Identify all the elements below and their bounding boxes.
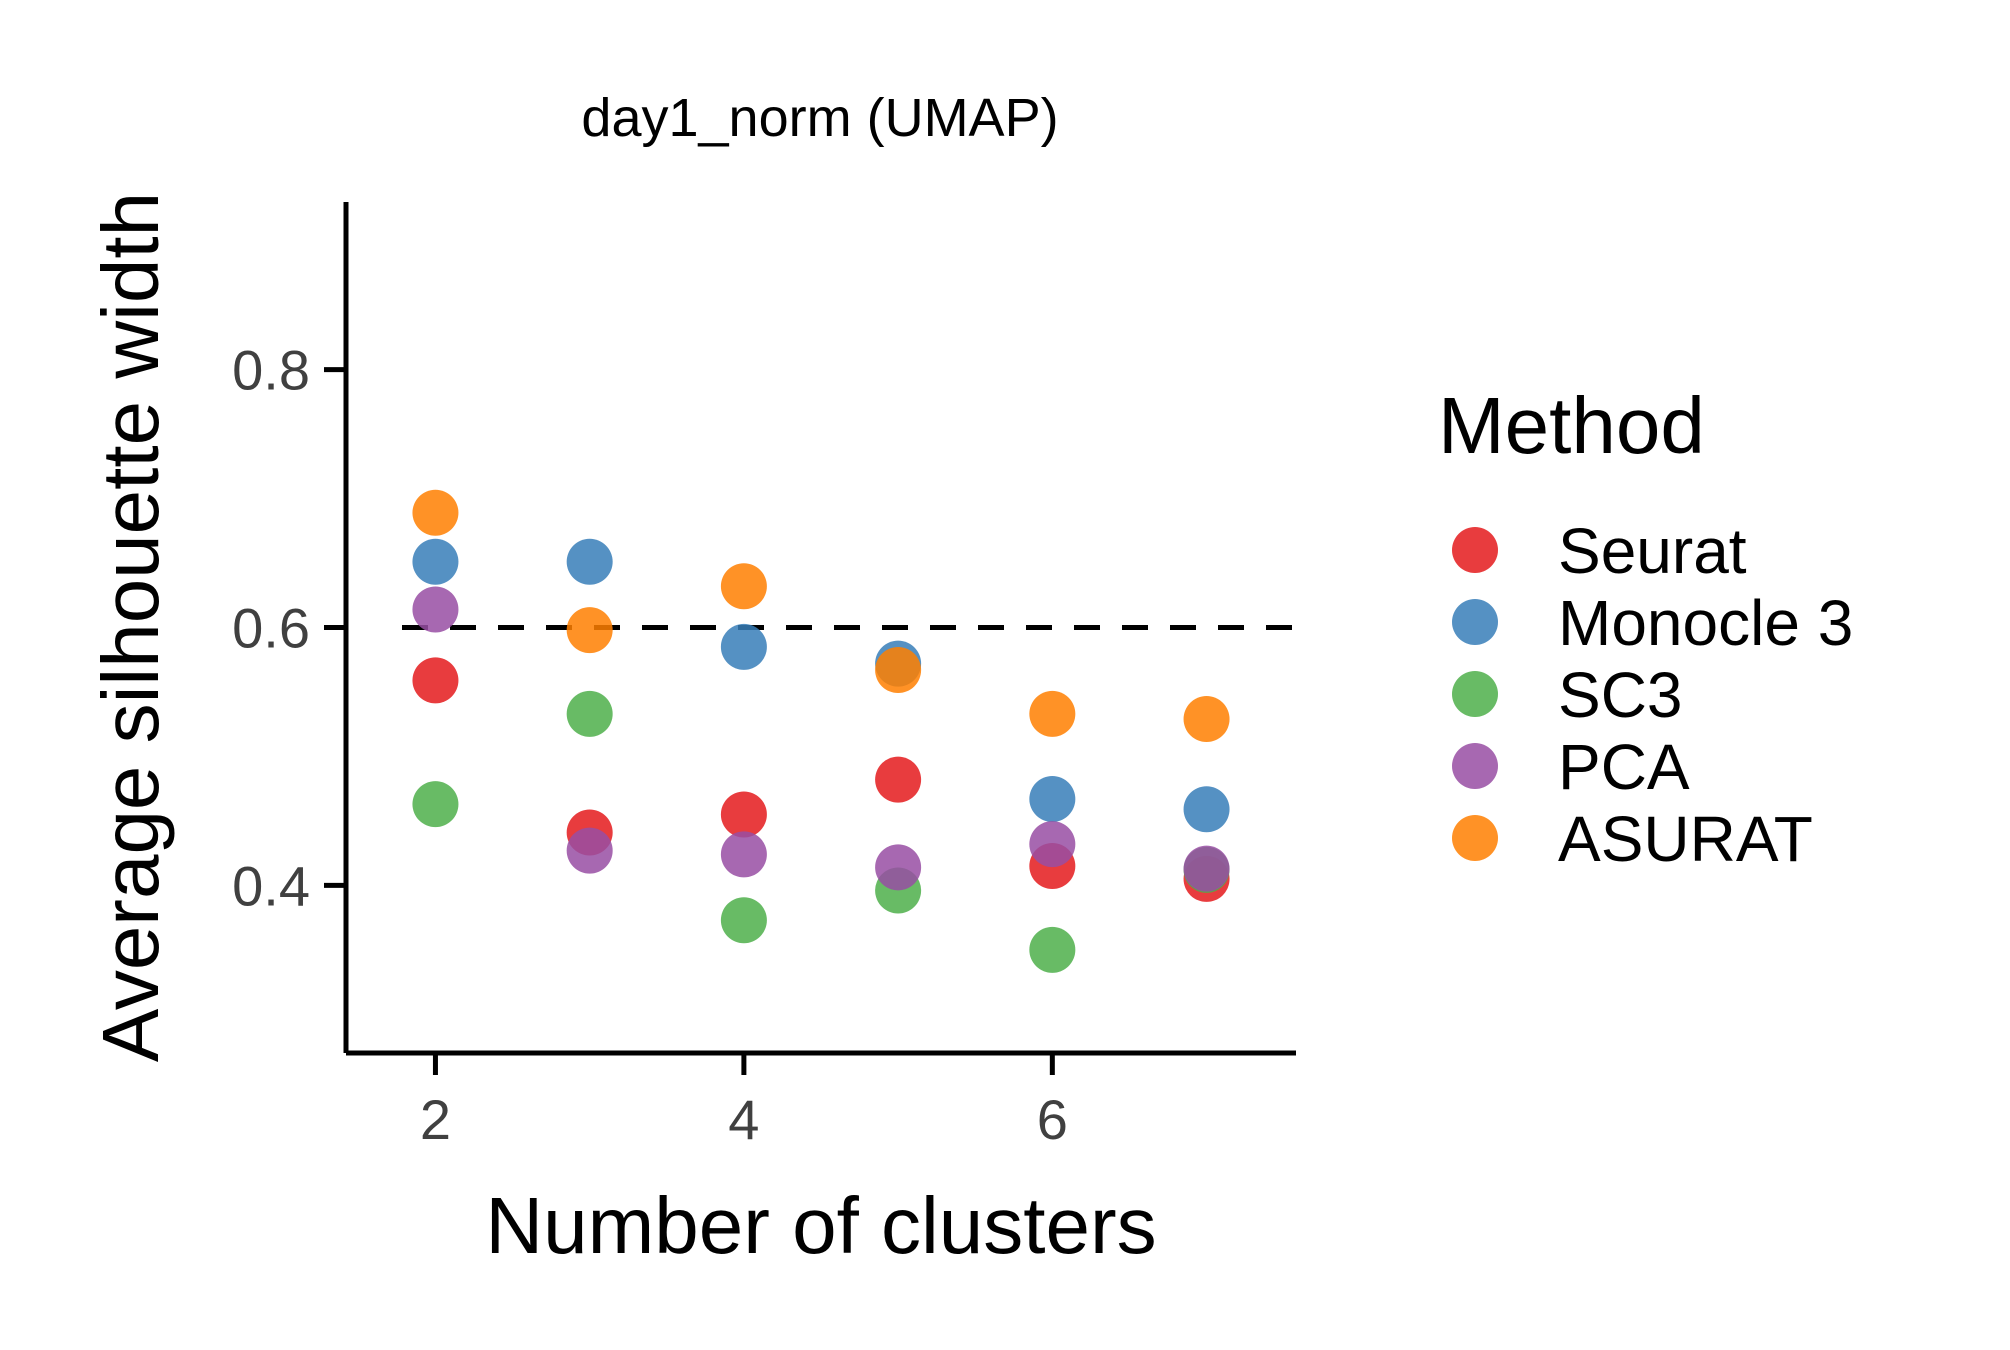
legend-key-sc3 <box>1452 671 1498 717</box>
legend-label-monocle-3: Monocle 3 <box>1558 587 1853 659</box>
point-sc3 <box>1029 926 1076 973</box>
point-pca <box>412 586 459 633</box>
point-seurat <box>875 756 922 803</box>
point-monocle-3 <box>720 623 767 670</box>
point-sc3 <box>412 781 459 828</box>
point-pca <box>1029 821 1076 868</box>
point-asurat <box>1029 690 1076 737</box>
point-monocle-3 <box>1029 775 1076 822</box>
point-asurat <box>1183 696 1230 743</box>
point-sc3 <box>720 897 767 944</box>
point-seurat <box>412 657 459 704</box>
point-asurat <box>720 563 767 610</box>
legend-key-monocle-3 <box>1452 599 1498 645</box>
legend-key-asurat <box>1452 815 1498 861</box>
y-axis-title: Average silhouette width <box>86 192 175 1062</box>
point-pca <box>1183 845 1230 892</box>
point-pca <box>875 844 922 891</box>
point-asurat <box>412 489 459 536</box>
point-pca <box>566 827 613 874</box>
point-monocle-3 <box>566 538 613 585</box>
x-tick-label: 6 <box>1037 1088 1068 1151</box>
point-seurat <box>720 791 767 838</box>
y-tick-label: 0.4 <box>232 854 310 917</box>
point-monocle-3 <box>1183 786 1230 833</box>
legend-label-asurat: ASURAT <box>1558 803 1813 875</box>
plot-panel <box>402 489 1296 973</box>
legend-label-pca: PCA <box>1558 731 1690 803</box>
point-pca <box>720 831 767 878</box>
x-axis-title: Number of clusters <box>485 1181 1156 1270</box>
y-tick-label: 0.8 <box>232 339 310 402</box>
y-tick-label: 0.6 <box>232 597 310 660</box>
point-sc3 <box>566 690 613 737</box>
x-tick-label: 2 <box>420 1088 451 1151</box>
data-points <box>412 489 1230 973</box>
legend-label-seurat: Seurat <box>1558 515 1747 587</box>
y-axis-ticks: 0.4 0.6 0.8 <box>232 339 346 917</box>
point-monocle-3 <box>412 538 459 585</box>
plot-title: day1_norm (UMAP) <box>581 88 1058 148</box>
x-tick-label: 4 <box>728 1088 759 1151</box>
legend-label-sc3: SC3 <box>1558 659 1683 731</box>
x-axis-ticks: 2 4 6 <box>420 1053 1068 1151</box>
legend-key-pca <box>1452 743 1498 789</box>
legend-title: Method <box>1438 381 1705 470</box>
point-asurat <box>875 647 922 694</box>
point-asurat <box>566 607 613 654</box>
legend-key-seurat <box>1452 527 1498 573</box>
